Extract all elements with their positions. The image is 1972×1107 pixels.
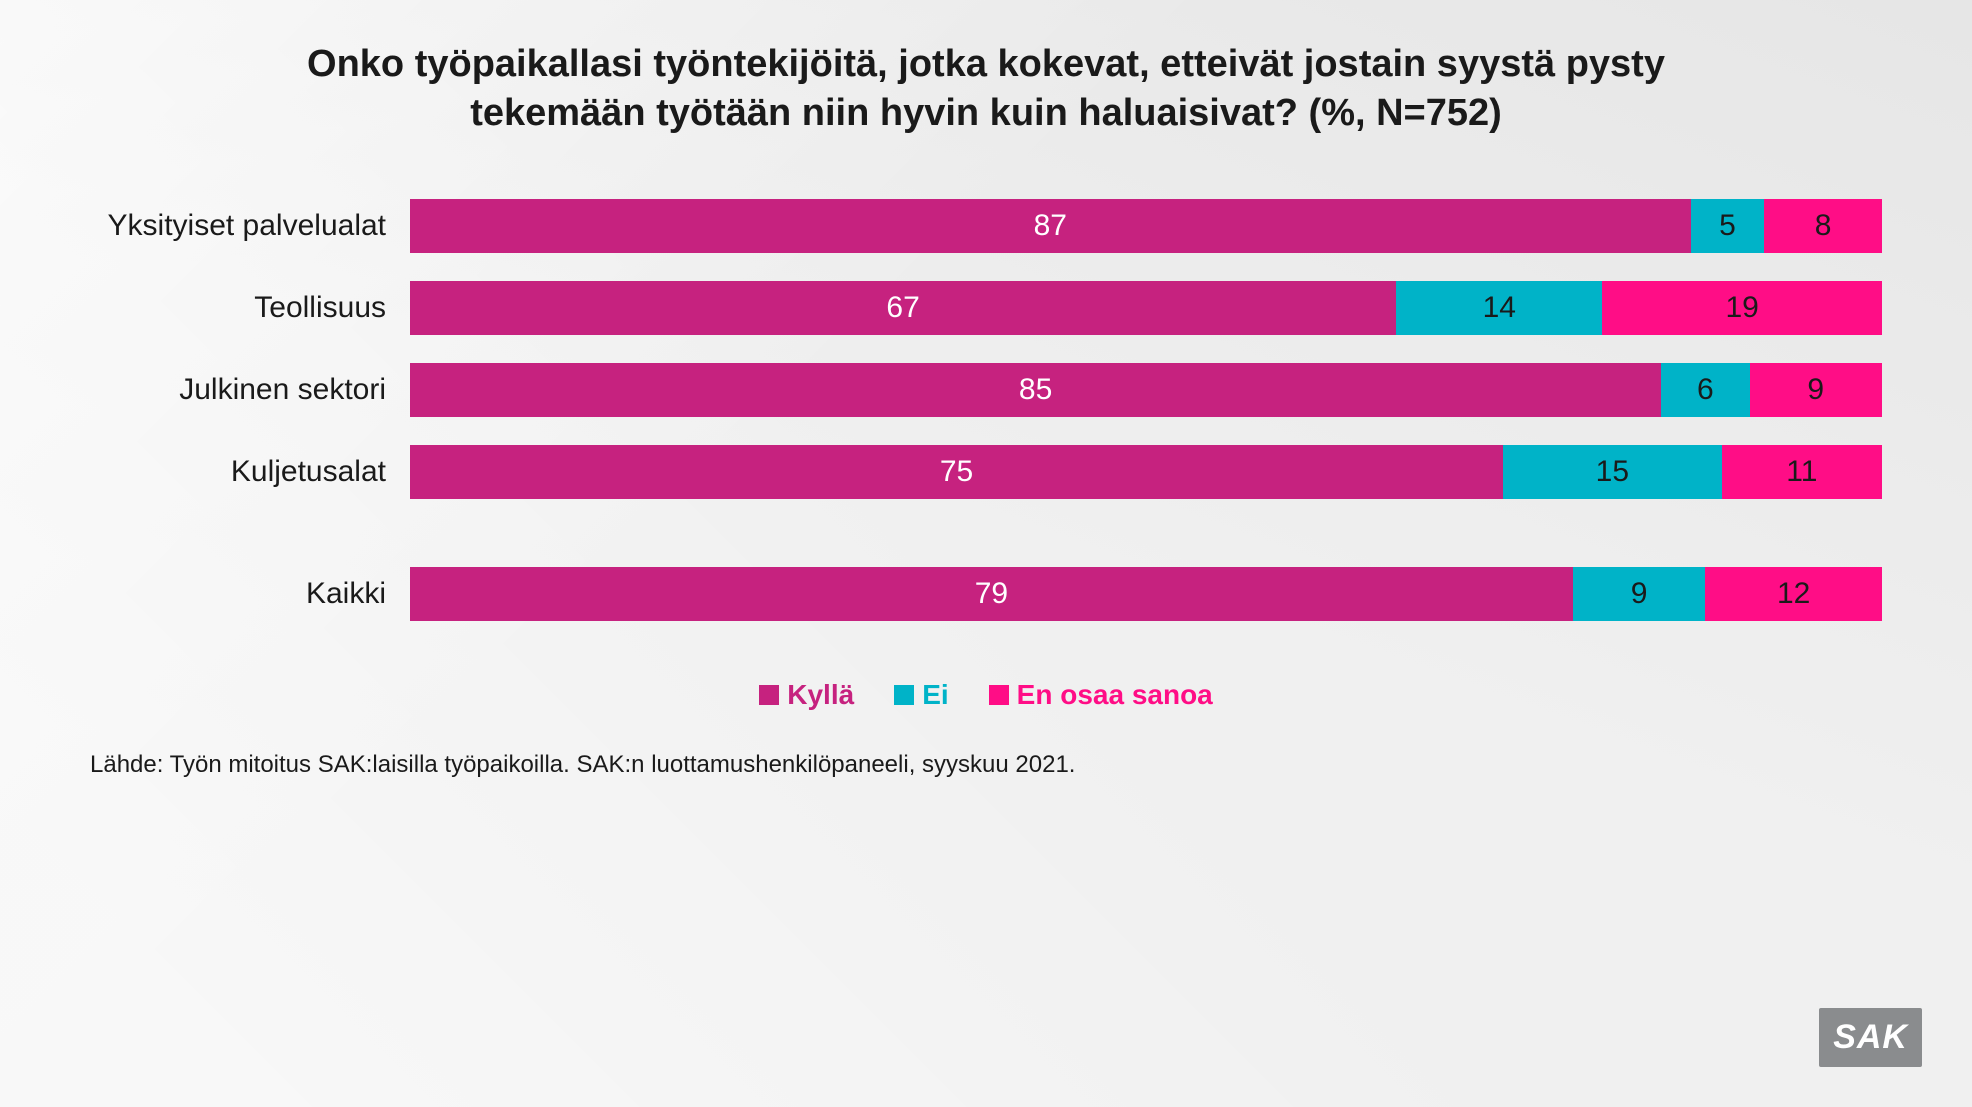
chart-row: Julkinen sektori8569 bbox=[90, 363, 1882, 417]
legend-label: Kyllä bbox=[787, 679, 854, 711]
stacked-bar-chart: Yksityiset palvelualat8758 Teollisuus6714… bbox=[90, 199, 1882, 649]
legend-label: En osaa sanoa bbox=[1017, 679, 1213, 711]
bar-segment: 67 bbox=[410, 281, 1396, 335]
stacked-bar: 671419 bbox=[410, 281, 1882, 335]
source-text: Lähde: Työn mitoitus SAK:laisilla työpai… bbox=[90, 751, 1882, 779]
stacked-bar: 8758 bbox=[410, 199, 1882, 253]
row-gap bbox=[90, 527, 1882, 567]
bar-segment: 19 bbox=[1602, 281, 1882, 335]
legend-item: Kyllä bbox=[759, 679, 854, 711]
category-label: Yksityiset palvelualat bbox=[90, 209, 410, 243]
bar-segment: 6 bbox=[1661, 363, 1749, 417]
legend-label: Ei bbox=[922, 679, 948, 711]
stacked-bar: 8569 bbox=[410, 363, 1882, 417]
legend-item: Ei bbox=[894, 679, 948, 711]
bar-segment: 5 bbox=[1691, 199, 1765, 253]
legend-swatch bbox=[759, 685, 779, 705]
category-label: Teollisuus bbox=[90, 291, 410, 325]
bar-segment: 79 bbox=[410, 567, 1573, 621]
bar-segment: 15 bbox=[1503, 445, 1722, 499]
chart-title: Onko työpaikallasi työntekijöitä, jotka … bbox=[286, 40, 1686, 139]
stacked-bar: 79912 bbox=[410, 567, 1882, 621]
chart-row: Kuljetusalat751511 bbox=[90, 445, 1882, 499]
stacked-bar: 751511 bbox=[410, 445, 1882, 499]
bar-segment: 85 bbox=[410, 363, 1661, 417]
chart-row: Kaikki79912 bbox=[90, 567, 1882, 621]
bar-segment: 8 bbox=[1764, 199, 1882, 253]
legend-swatch bbox=[894, 685, 914, 705]
legend-swatch bbox=[989, 685, 1009, 705]
bar-segment: 11 bbox=[1722, 445, 1882, 499]
chart-row: Teollisuus671419 bbox=[90, 281, 1882, 335]
bar-segment: 14 bbox=[1396, 281, 1602, 335]
chart-row: Yksityiset palvelualat8758 bbox=[90, 199, 1882, 253]
legend: Kyllä Ei En osaa sanoa bbox=[90, 679, 1882, 711]
bar-segment: 12 bbox=[1705, 567, 1882, 621]
category-label: Julkinen sektori bbox=[90, 373, 410, 407]
bar-segment: 87 bbox=[410, 199, 1691, 253]
sak-logo: SAK bbox=[1819, 1008, 1922, 1067]
category-label: Kaikki bbox=[90, 577, 410, 611]
bar-segment: 9 bbox=[1750, 363, 1882, 417]
bar-segment: 75 bbox=[410, 445, 1503, 499]
legend-item: En osaa sanoa bbox=[989, 679, 1213, 711]
bar-segment: 9 bbox=[1573, 567, 1705, 621]
category-label: Kuljetusalat bbox=[90, 455, 410, 489]
